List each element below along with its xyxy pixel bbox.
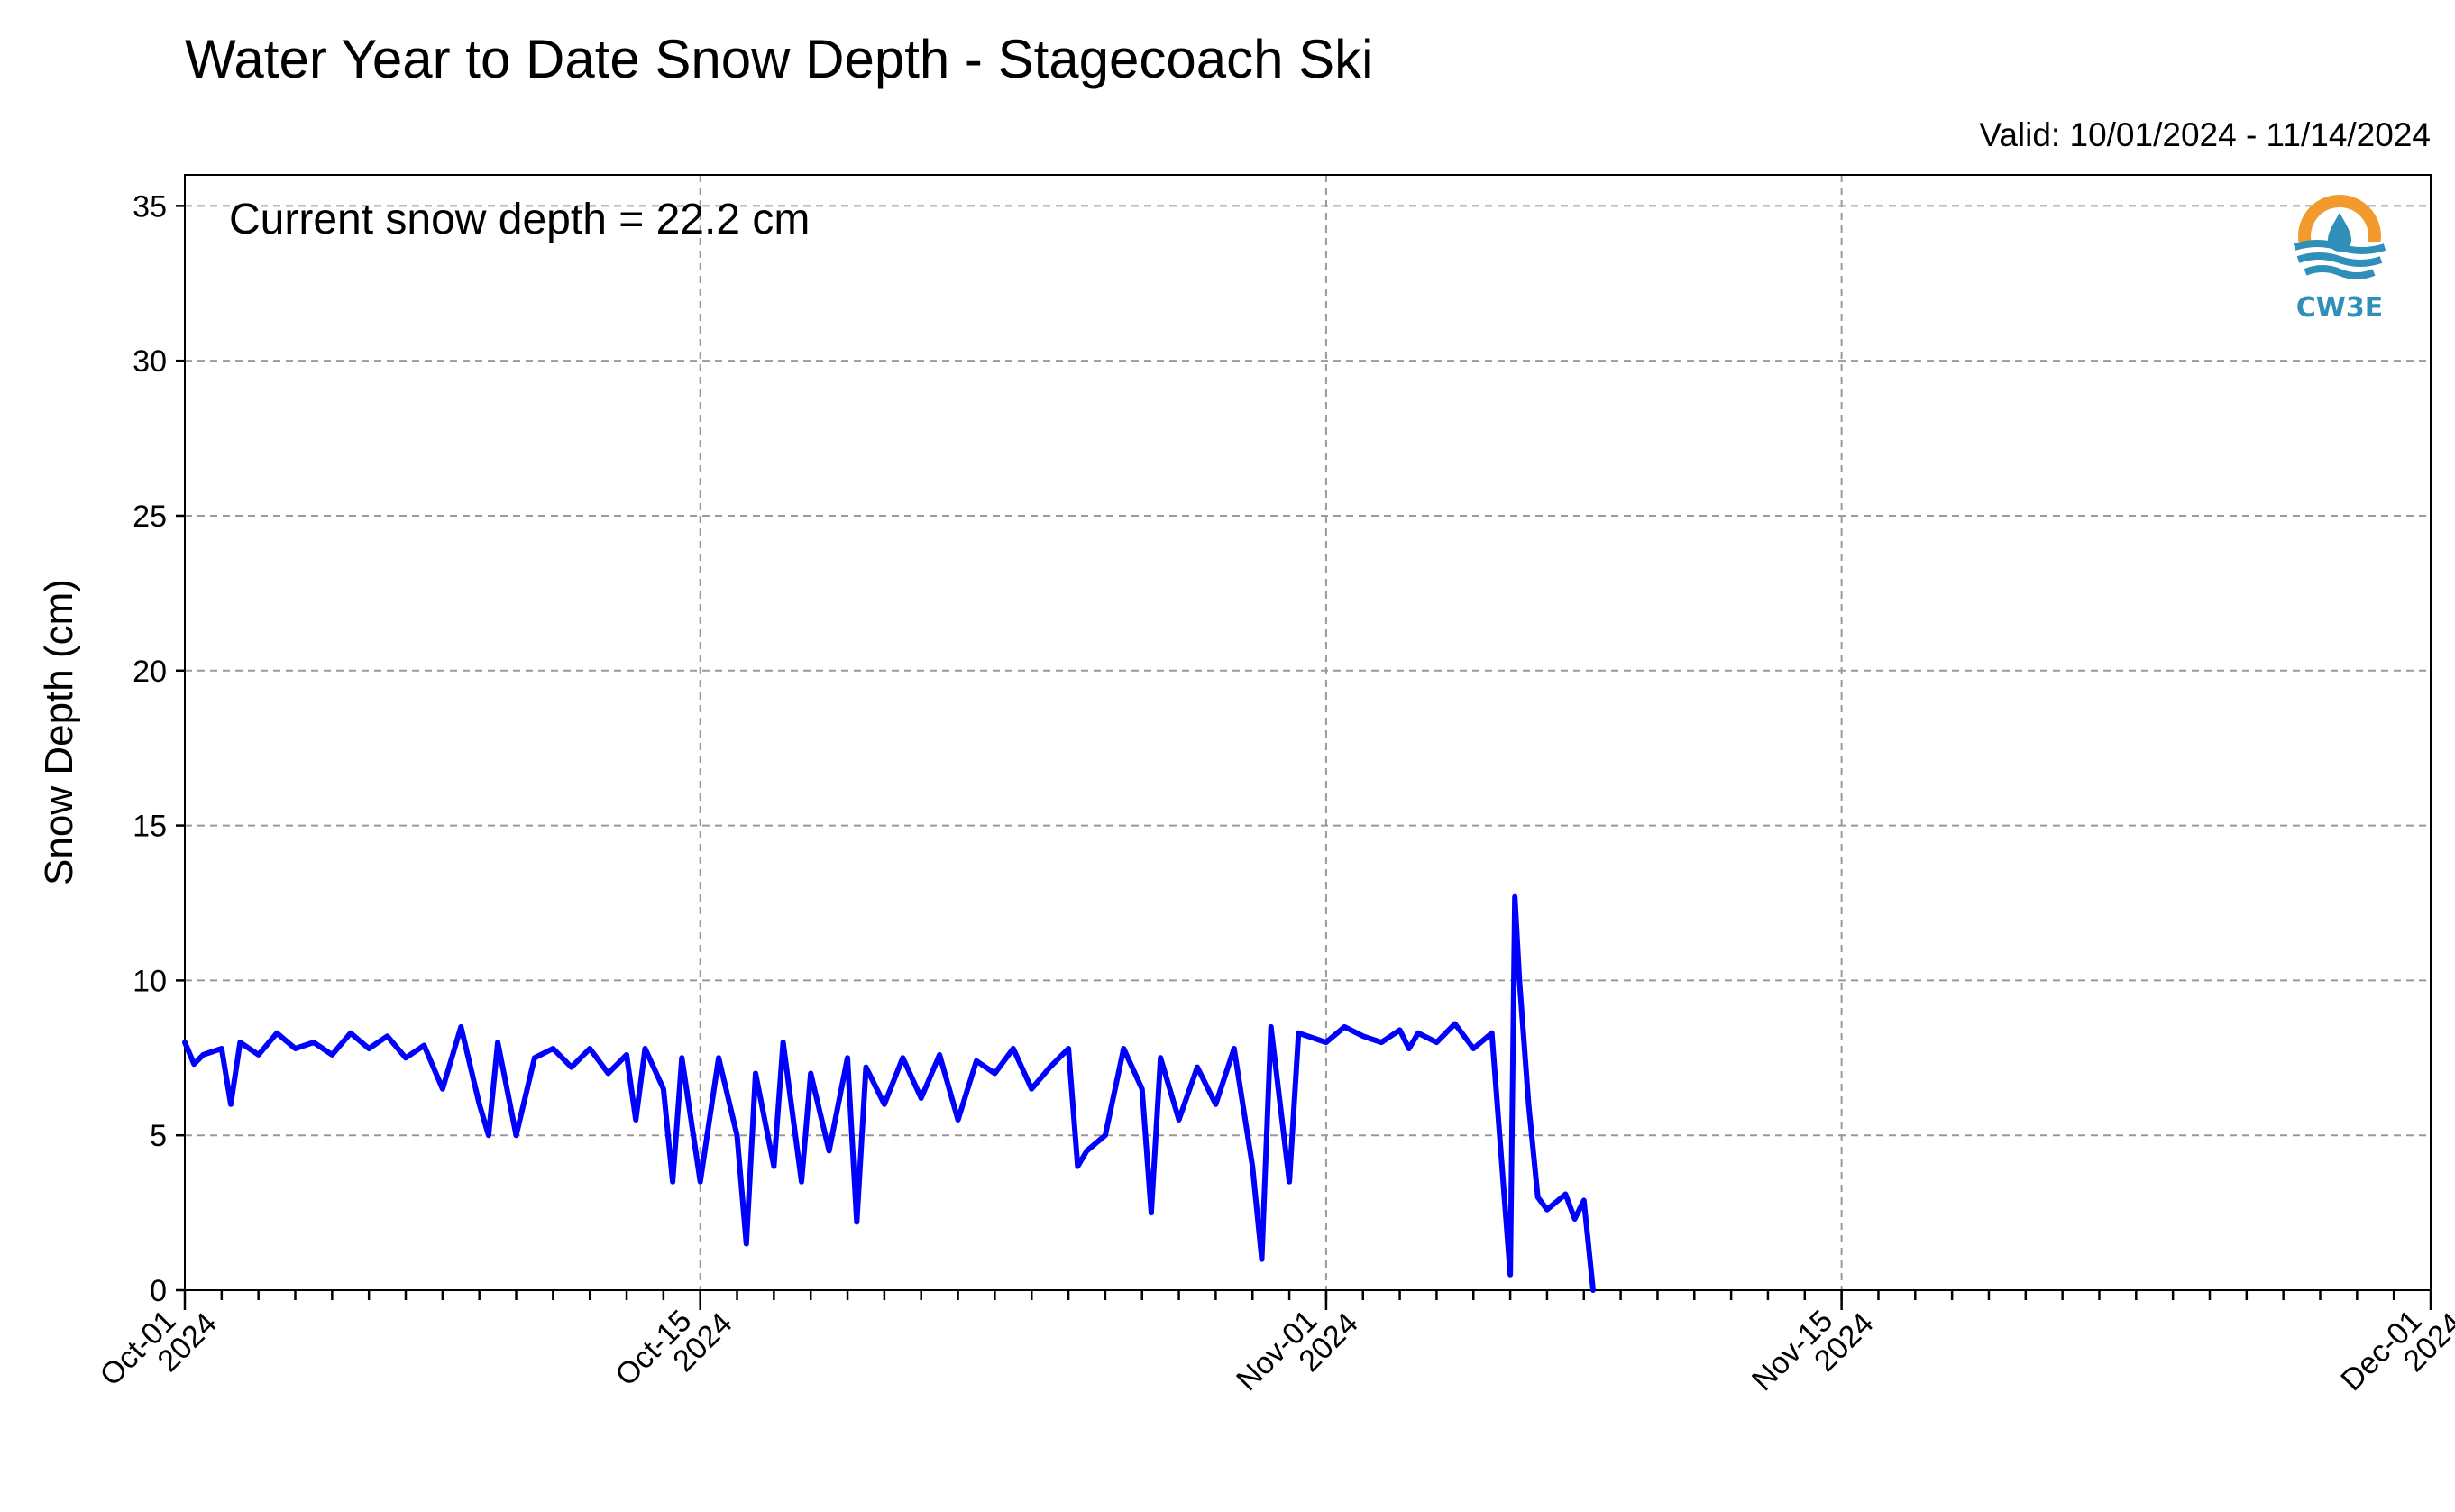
series-snow-depth: [182, 893, 1596, 1293]
drop-icon: [2328, 213, 2351, 252]
y-tick-label: 5: [150, 1119, 167, 1153]
y-tick-label: 30: [133, 344, 167, 379]
y-tick-label: 0: [150, 1274, 167, 1308]
chart-title: Water Year to Date Snow Depth - Stagecoa…: [185, 29, 1374, 89]
y-tick-label: 15: [133, 810, 167, 844]
current-depth-annotation: Current snow depth = 22.2 cm: [229, 196, 810, 243]
grid: [185, 175, 2431, 1290]
y-tick-label: 25: [133, 499, 167, 534]
logo-wave-3: [2304, 265, 2376, 279]
y-tick-label: 10: [133, 964, 167, 998]
plot-frame: [184, 174, 2432, 1291]
y-tick-label: 20: [133, 655, 167, 689]
series-line-segment: [182, 893, 1596, 1293]
cw3e-logo: CW3E: [2293, 195, 2386, 324]
y-tick-label: 35: [133, 189, 167, 224]
y-axis-label: Snow Depth (cm): [37, 579, 81, 885]
valid-range: Valid: 10/01/2024 - 11/14/2024: [1979, 116, 2431, 153]
logo-wave-2: [2296, 252, 2383, 267]
logo-text: CW3E: [2296, 292, 2383, 324]
